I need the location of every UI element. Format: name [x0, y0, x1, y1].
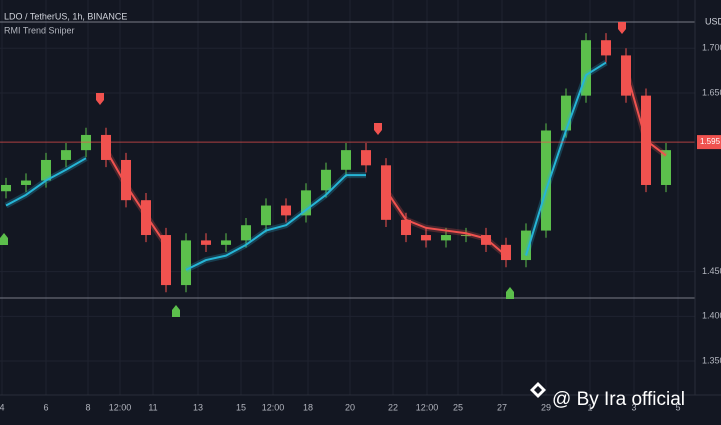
x-tick-label: 27	[497, 402, 507, 412]
candle-body	[201, 240, 211, 245]
trend-line	[105, 70, 667, 257]
x-tick-label: 20	[345, 402, 355, 412]
x-tick-label: 18	[303, 402, 313, 412]
candle-body	[241, 225, 251, 241]
y-tick-label: 1.650	[702, 87, 721, 97]
candle-body	[661, 150, 671, 185]
candle-body	[481, 235, 491, 245]
sell-signal	[374, 123, 382, 135]
candle-body	[141, 200, 151, 236]
last-price-box	[697, 135, 721, 150]
candle-body	[441, 235, 451, 241]
x-tick-label: 12:00	[416, 402, 439, 412]
x-tick-label: 4	[0, 402, 5, 412]
watermark-text: @ By Ira official	[552, 389, 685, 410]
candle-body	[161, 235, 171, 286]
y-tick-label: 1.450	[702, 266, 721, 276]
x-tick-label: 13	[193, 402, 203, 412]
sell-signal	[618, 22, 626, 34]
candle-body	[341, 150, 351, 170]
chart-title: LDO / TetherUS, 1h, BINANCE	[4, 11, 127, 21]
buy-signal	[172, 305, 180, 317]
x-tick-label: 6	[43, 402, 48, 412]
candle-body	[321, 169, 331, 191]
candle-body	[181, 240, 191, 286]
trend-line	[5, 61, 607, 271]
candle-body	[521, 230, 531, 261]
watermark: @ By Ira official	[530, 382, 685, 410]
x-tick-label: 15	[236, 402, 246, 412]
x-tick-label: 22	[388, 402, 398, 412]
candle-body	[461, 235, 471, 237]
watermark-icon	[530, 382, 546, 398]
x-tick-label: 12:00	[262, 402, 285, 412]
candle-body	[121, 159, 131, 201]
candle-body	[621, 55, 631, 96]
candle-body	[41, 159, 51, 181]
candle-body	[61, 150, 71, 160]
buy-signals	[0, 233, 514, 317]
buy-signal	[0, 233, 8, 245]
candle-body	[101, 134, 111, 160]
sell-signal	[96, 93, 104, 105]
x-tick-label: 29	[541, 402, 551, 412]
x-tick-label: 1	[587, 402, 592, 412]
candle-body	[221, 240, 231, 245]
candle-body	[581, 40, 591, 96]
x-tick-label: 5	[675, 402, 680, 412]
y-tick-label: 1.350	[702, 355, 721, 365]
y-tick-label: 1.400	[702, 311, 721, 321]
candle-body	[421, 235, 431, 241]
buy-signal	[506, 287, 514, 299]
sell-signals	[96, 22, 626, 135]
x-tick-label: 25	[453, 402, 463, 412]
candle-body	[301, 190, 311, 216]
axis-unit: USDT	[705, 16, 721, 26]
candle-body	[541, 130, 551, 231]
candle-body	[601, 40, 611, 56]
candle-body	[281, 205, 291, 216]
candle-body	[261, 205, 271, 226]
last-price-label: 1.595	[700, 137, 721, 146]
indicator-name: RMI Trend Sniper	[4, 25, 75, 35]
grid	[0, 0, 695, 395]
candle-body	[381, 165, 391, 220]
candle-body	[501, 244, 511, 261]
candle-body	[561, 95, 571, 131]
y-tick-label: 1.700	[702, 43, 721, 53]
candle-body	[21, 180, 31, 185]
x-tick-label: 11	[148, 402, 157, 412]
candle-body	[1, 184, 11, 192]
plot	[0, 33, 695, 293]
x-tick-label: 12:00	[109, 402, 132, 412]
x-tick-label: 8	[85, 402, 90, 412]
candle-body	[361, 150, 371, 166]
candle-body	[401, 219, 411, 236]
x-tick-label: 3	[631, 402, 636, 412]
